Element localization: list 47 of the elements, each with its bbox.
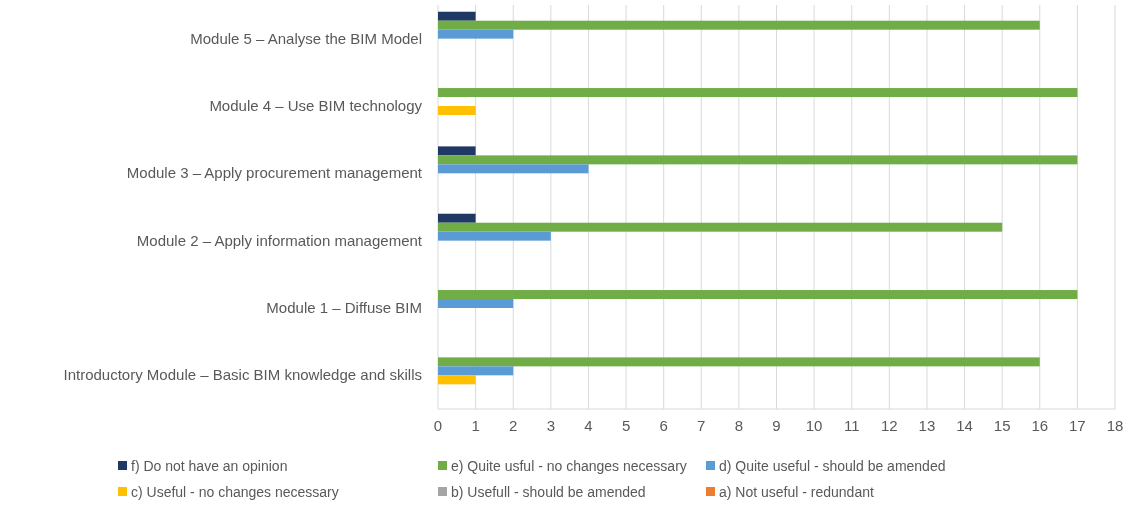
- y-tick-label: Module 5 – Analyse the BIM Model: [190, 29, 422, 47]
- x-tick-label: 17: [1069, 417, 1086, 434]
- x-tick-label: 13: [918, 417, 936, 434]
- x-tick-label: 4: [584, 417, 593, 434]
- x-tick-label: 5: [621, 417, 631, 434]
- bar: [438, 88, 1078, 98]
- x-tick-label: 8: [734, 417, 744, 434]
- x-tick-label: 10: [805, 417, 823, 434]
- x-tick-label: 16: [1031, 417, 1049, 434]
- bar: [438, 366, 514, 376]
- bar: [438, 146, 476, 156]
- bar: [438, 231, 551, 241]
- bar: [438, 299, 514, 308]
- bar: [438, 222, 1003, 232]
- x-tick-label: 18: [1106, 417, 1124, 434]
- x-tick-label: 6: [659, 417, 668, 434]
- x-tick-label: 3: [546, 417, 556, 434]
- legend-label: e) Quite usful - no changes necessary: [451, 458, 687, 474]
- bar: [438, 213, 476, 223]
- x-tick-label: 11: [843, 417, 860, 434]
- x-tick-label: 2: [509, 417, 518, 434]
- x-tick-label: 15: [993, 417, 1011, 434]
- x-tick-label: 12: [880, 417, 898, 434]
- x-tick-label: 14: [956, 417, 973, 434]
- y-tick-label: Module 3 – Apply procurement management: [126, 164, 423, 182]
- y-tick-label: Module 1 – Diffuse BIM: [266, 299, 422, 316]
- y-tick-label: Module 4 – Use BIM technology: [209, 97, 423, 114]
- x-tick-label: 0: [433, 417, 443, 434]
- bar: [438, 29, 514, 39]
- bar: [438, 155, 1078, 165]
- x-tick-label: 1: [471, 417, 480, 434]
- y-tick-label: Introductory Module – Basic BIM knowledge and skills: [63, 366, 422, 384]
- legend-label: f) Do not have an opinion: [131, 458, 288, 474]
- bar: [438, 11, 476, 21]
- bar: [438, 20, 1040, 30]
- legend-label: b) Usefull - should be amended: [451, 484, 646, 500]
- legend-label: a) Not useful - redundant: [719, 484, 874, 500]
- x-tick-label: 9: [772, 417, 781, 434]
- x-tick-label: 7: [697, 417, 706, 434]
- bar: [438, 106, 476, 115]
- bar: [438, 164, 589, 174]
- legend-label: c) Useful - no changes necessary: [131, 484, 339, 500]
- bar: [438, 290, 1078, 300]
- y-tick-label: Module 2 – Apply information management: [136, 231, 423, 249]
- bar: [438, 375, 476, 385]
- legend-label: d) Quite useful - should be amended: [719, 458, 946, 474]
- bar: [438, 357, 1040, 367]
